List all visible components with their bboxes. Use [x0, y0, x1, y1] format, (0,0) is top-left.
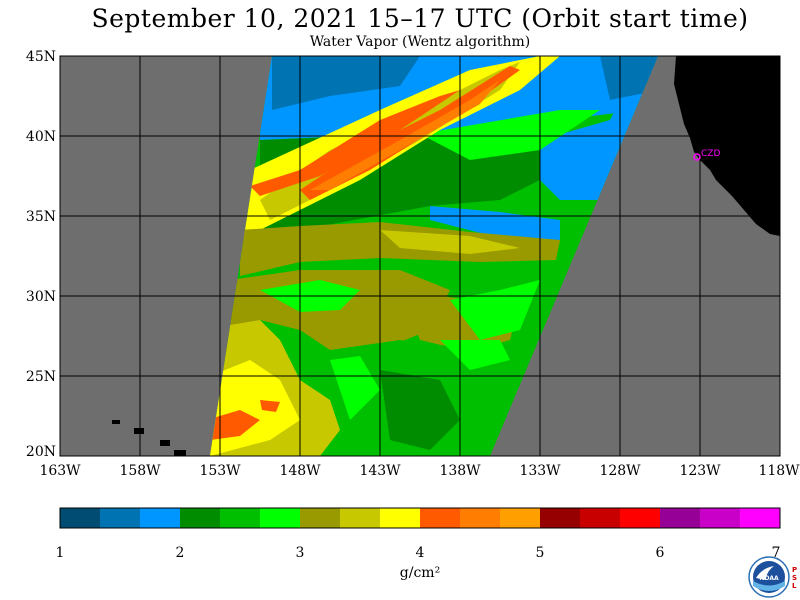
longitude-labels: 163W 158W 153W 148W 143W 138W 133W 128W …	[39, 463, 800, 479]
colorbar-swatch	[740, 508, 781, 528]
colorbar-swatch	[340, 508, 381, 528]
lat-label-45n: 45N	[26, 49, 56, 65]
colorbar-swatch	[140, 508, 181, 528]
colorbar-swatch	[700, 508, 741, 528]
hawaii-island-4	[174, 450, 186, 456]
noaa-logo-text: NOAA	[759, 575, 779, 582]
colorbar-swatch	[460, 508, 501, 528]
colorbar-label-2: 2	[176, 545, 185, 561]
colorbar-swatch	[300, 508, 341, 528]
colorbar	[60, 508, 781, 528]
colorbar-swatch	[580, 508, 621, 528]
colorbar-units: g/cm²	[400, 565, 440, 581]
colorbar-label-7: 7	[772, 545, 781, 561]
colorbar-label-5: 5	[536, 545, 545, 561]
lon-label-143w: 143W	[359, 463, 401, 479]
map-frame	[59, 55, 781, 457]
lon-label-163w: 163W	[39, 463, 81, 479]
station-label: CZD	[701, 149, 720, 159]
lon-label-153w: 153W	[199, 463, 241, 479]
lat-label-35n: 35N	[26, 209, 56, 225]
colorbar-swatch	[540, 508, 581, 528]
station-marker-icon	[693, 153, 701, 161]
colorbar-label-3: 3	[296, 545, 305, 561]
latitude-labels: 45N 40N 35N 30N 25N 20N	[26, 49, 56, 460]
colorbar-swatch	[380, 508, 421, 528]
lon-label-118w: 118W	[758, 463, 800, 479]
graticule	[60, 56, 780, 456]
colorbar-label-6: 6	[656, 545, 665, 561]
colorbar-swatch	[220, 508, 261, 528]
colorbar-swatch	[620, 508, 661, 528]
colorbar-swatch	[260, 508, 301, 528]
lon-label-133w: 133W	[519, 463, 561, 479]
hawaii-island-3	[160, 440, 170, 446]
lat-label-30n: 30N	[26, 289, 56, 305]
colorbar-frame	[59, 507, 781, 529]
lon-label-138w: 138W	[439, 463, 481, 479]
lon-label-148w: 148W	[279, 463, 321, 479]
colorbar-swatch	[60, 508, 101, 528]
colorbar-swatch	[180, 508, 221, 528]
colorbar-label-4: 4	[416, 545, 425, 561]
lon-label-128w: 128W	[599, 463, 641, 479]
colorbar-labels: 1 2 3 4 5 6 7	[56, 545, 781, 561]
colorbar-swatch	[660, 508, 701, 528]
hawaii-island-1	[112, 420, 120, 424]
colorbar-label-1: 1	[56, 545, 65, 561]
lon-label-123w: 123W	[679, 463, 721, 479]
colorbar-swatch	[500, 508, 541, 528]
lat-label-25n: 25N	[26, 369, 56, 385]
map-subtitle: Water Vapor (Wentz algorithm)	[309, 34, 531, 50]
noaa-logo-icon: NOAA	[748, 556, 790, 598]
lon-label-158w: 158W	[119, 463, 161, 479]
hawaii-island-2	[134, 428, 144, 434]
lat-label-40n: 40N	[26, 129, 56, 145]
lat-label-20n: 20N	[26, 444, 56, 460]
map-title: September 10, 2021 15–17 UTC (Orbit star…	[91, 4, 749, 33]
colorbar-swatch	[100, 508, 141, 528]
colorbar-swatch	[420, 508, 461, 528]
satellite-swath	[210, 56, 658, 456]
